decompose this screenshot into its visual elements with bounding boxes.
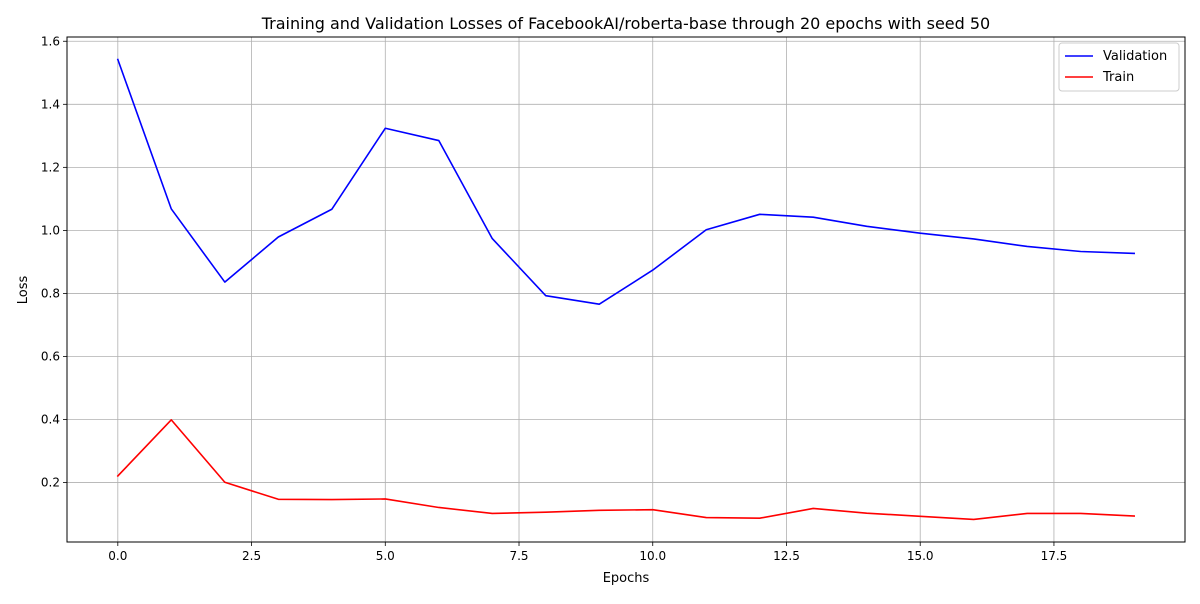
y-tick-label: 1.0: [41, 223, 60, 237]
x-tick-label: 2.5: [242, 549, 261, 563]
x-tick-label: 15.0: [907, 549, 934, 563]
x-tick-label: 10.0: [639, 549, 666, 563]
y-axis-label: Loss: [16, 276, 31, 305]
grid: [67, 37, 1185, 542]
y-tick-label: 0.6: [41, 349, 60, 363]
series-line-validation: [116, 58, 1136, 305]
x-tick-label: 5.0: [376, 549, 395, 563]
series-layer: [116, 58, 1136, 521]
x-tick-label: 0.0: [108, 549, 127, 563]
y-tick-label: 0.2: [41, 476, 60, 490]
legend-label-train: Train: [1102, 70, 1134, 85]
y-tick-label: 0.8: [41, 286, 60, 300]
legend-box: [1058, 42, 1180, 92]
x-axis-label: Epochs: [603, 571, 650, 586]
legend-label-validation: Validation: [1103, 49, 1167, 64]
x-tick-label: 17.5: [1041, 549, 1068, 563]
plot-frame: [66, 36, 1186, 543]
axes: 0.0 2.5 5.0 7.5 10.0 12.5 15.0 17.5 0.2 0.4 0.6 0.8…: [41, 34, 1067, 563]
x-tick-label: 12.5: [773, 549, 800, 563]
x-tick-label: 7.5: [509, 549, 528, 563]
chart-title: Training and Validation Losses of Facebo…: [261, 14, 990, 33]
legend: Validation Train: [1058, 42, 1180, 92]
series-line-train: [116, 419, 1136, 521]
y-tick-label: 1.4: [41, 97, 60, 111]
y-tick-label: 0.4: [41, 413, 60, 427]
y-tick-label: 1.2: [41, 160, 60, 174]
y-tick-label: 1.6: [41, 34, 60, 48]
